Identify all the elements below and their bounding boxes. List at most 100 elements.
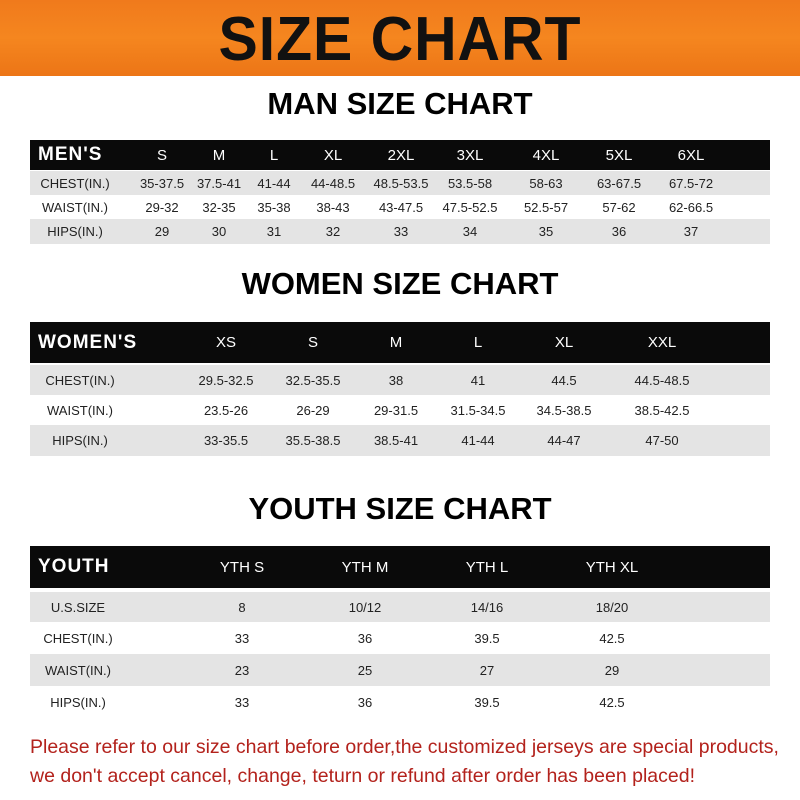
table-cell: 53.5-58 — [447, 175, 493, 191]
table-cell: 29-31.5 — [373, 402, 419, 418]
men-title: MAN SIZE CHART — [267, 86, 533, 121]
table-cell: 39.5 — [474, 694, 500, 710]
size-header: YTH M — [341, 558, 389, 576]
table-cell: 32 — [325, 224, 341, 239]
table-cell: 14/16 — [470, 599, 504, 615]
size-header: 2XL — [387, 146, 415, 164]
table-cell: 32.5-35.5 — [285, 372, 341, 388]
table-cell: 26-29 — [296, 402, 330, 418]
table-row: CHEST(IN.) 35-37.5 37.5-41 41-44 44-48.5 48.5… — [30, 171, 770, 195]
table-cell: 38 — [388, 372, 404, 388]
table-cell: 67.5-72 — [668, 175, 714, 191]
table-cell: 47.5-52.5 — [442, 199, 498, 215]
table-cell: 29.5-32.5 — [198, 372, 254, 388]
size-header: 3XL — [456, 146, 484, 164]
table-title-cell: YOUTH — [38, 556, 110, 577]
table-cell: 38.5-41 — [373, 433, 419, 448]
youth-title: YOUTH SIZE CHART — [248, 491, 552, 526]
table-row: HIPS(IN.) 33 36 39.5 42.5 — [30, 686, 770, 718]
table-cell: 36 — [357, 630, 373, 646]
table-cell: 36 — [357, 694, 373, 710]
size-header: 4XL — [532, 146, 560, 164]
size-header: YTH XL — [585, 558, 639, 576]
table-cell: 62-66.5 — [668, 199, 714, 215]
table-cell: 38-43 — [316, 199, 350, 215]
table-cell: 29 — [604, 662, 620, 678]
table-header-row: YOUTH YTH S YTH M YTH L YTH XL — [30, 546, 770, 588]
table-row: HIPS(IN.) 33-35.5 35.5-38.5 38.5-41 41-44 44-… — [30, 425, 770, 456]
table-cell: 42.5 — [599, 630, 625, 646]
notice-line-1: Please refer to our size chart before or… — [30, 736, 779, 758]
size-header: YTH L — [465, 558, 509, 576]
table-cell: 29-32 — [145, 199, 179, 215]
table-cell: 33-35.5 — [203, 433, 249, 448]
table-cell: 18/20 — [595, 599, 629, 615]
table-cell: 44-48.5 — [310, 175, 356, 191]
table-row: U.S.SIZE 8 10/12 14/16 18/20 — [30, 592, 770, 622]
table-cell: 57-62 — [602, 199, 636, 215]
size-header: L — [269, 146, 279, 164]
size-header: S — [307, 334, 319, 351]
table-cell: 37 — [683, 224, 699, 239]
table-cell: 23.5-26 — [203, 402, 249, 418]
size-header: XXL — [647, 334, 677, 351]
table-cell: 34 — [462, 224, 478, 239]
row-label: HIPS(IN.) — [52, 433, 108, 448]
row-label: HIPS(IN.) — [50, 694, 106, 710]
table-cell: 37.5-41 — [196, 175, 242, 191]
table-row: HIPS(IN.) 29 30 31 32 33 34 35 36 37 — [30, 219, 770, 244]
table-cell: 35 — [538, 224, 554, 239]
size-header: S — [156, 146, 168, 164]
table-cell: 29 — [154, 224, 170, 239]
table-cell: 41-44 — [257, 175, 291, 191]
table-row: WAIST(IN.) 23 25 27 29 — [30, 654, 770, 686]
table-cell: 43-47.5 — [378, 199, 424, 215]
table-cell: 27 — [479, 662, 495, 678]
table-cell: 34.5-38.5 — [536, 402, 592, 418]
size-header: YTH S — [219, 558, 265, 576]
table-cell: 33 — [234, 630, 250, 646]
table-cell: 23 — [234, 662, 250, 678]
size-header: 6XL — [677, 146, 705, 164]
table-cell: 30 — [211, 224, 227, 239]
table-cell: 31.5-34.5 — [450, 402, 506, 418]
row-label: HIPS(IN.) — [47, 224, 103, 239]
table-cell: 44-47 — [547, 433, 581, 448]
table-cell: 44.5 — [551, 372, 577, 388]
banner-title: SIZE CHART — [218, 5, 582, 74]
size-header: 5XL — [605, 146, 633, 164]
table-cell: 33 — [393, 224, 409, 239]
row-label: CHEST(IN.) — [45, 372, 115, 388]
table-cell: 48.5-53.5 — [373, 175, 429, 191]
table-cell: 33 — [234, 694, 250, 710]
table-cell: 38.5-42.5 — [634, 402, 690, 418]
table-cell: 42.5 — [599, 694, 625, 710]
size-header: XS — [215, 334, 237, 351]
row-label: U.S.SIZE — [50, 599, 106, 615]
size-header: M — [212, 146, 226, 164]
table-cell: 47-50 — [645, 433, 679, 448]
women-title: WOMEN SIZE CHART — [241, 266, 559, 301]
table-title-cell: WOMEN'S — [38, 331, 138, 353]
table-cell: 41 — [470, 372, 486, 388]
table-cell: 39.5 — [474, 630, 500, 646]
size-header: XL — [323, 146, 343, 164]
size-header: M — [389, 334, 403, 351]
table-cell: 35.5-38.5 — [285, 433, 341, 448]
table-cell: 63-67.5 — [596, 175, 642, 191]
row-label: WAIST(IN.) — [45, 662, 111, 678]
row-label: WAIST(IN.) — [47, 402, 113, 418]
table-row: CHEST(IN.) 29.5-32.5 32.5-35.5 38 41 44.5 44.5… — [30, 365, 770, 395]
table-cell: 8 — [238, 599, 246, 615]
table-cell: 36 — [611, 224, 627, 239]
notice-line-2: we don't accept cancel, change, teturn o… — [30, 765, 695, 787]
table-row: WAIST(IN.) 29-32 32-35 35-38 38-43 43-47.5 47.… — [30, 195, 770, 219]
table-row: WAIST(IN.) 23.5-26 26-29 29-31.5 31.5-34.5 34… — [30, 395, 770, 425]
table-title-cell: MEN'S — [38, 144, 103, 165]
table-cell: 41-44 — [461, 433, 495, 448]
table-cell: 25 — [357, 662, 373, 678]
table-cell: 31 — [266, 224, 282, 239]
table-cell: 44.5-48.5 — [634, 372, 690, 388]
row-label: CHEST(IN.) — [43, 630, 113, 646]
size-header: L — [473, 334, 483, 351]
